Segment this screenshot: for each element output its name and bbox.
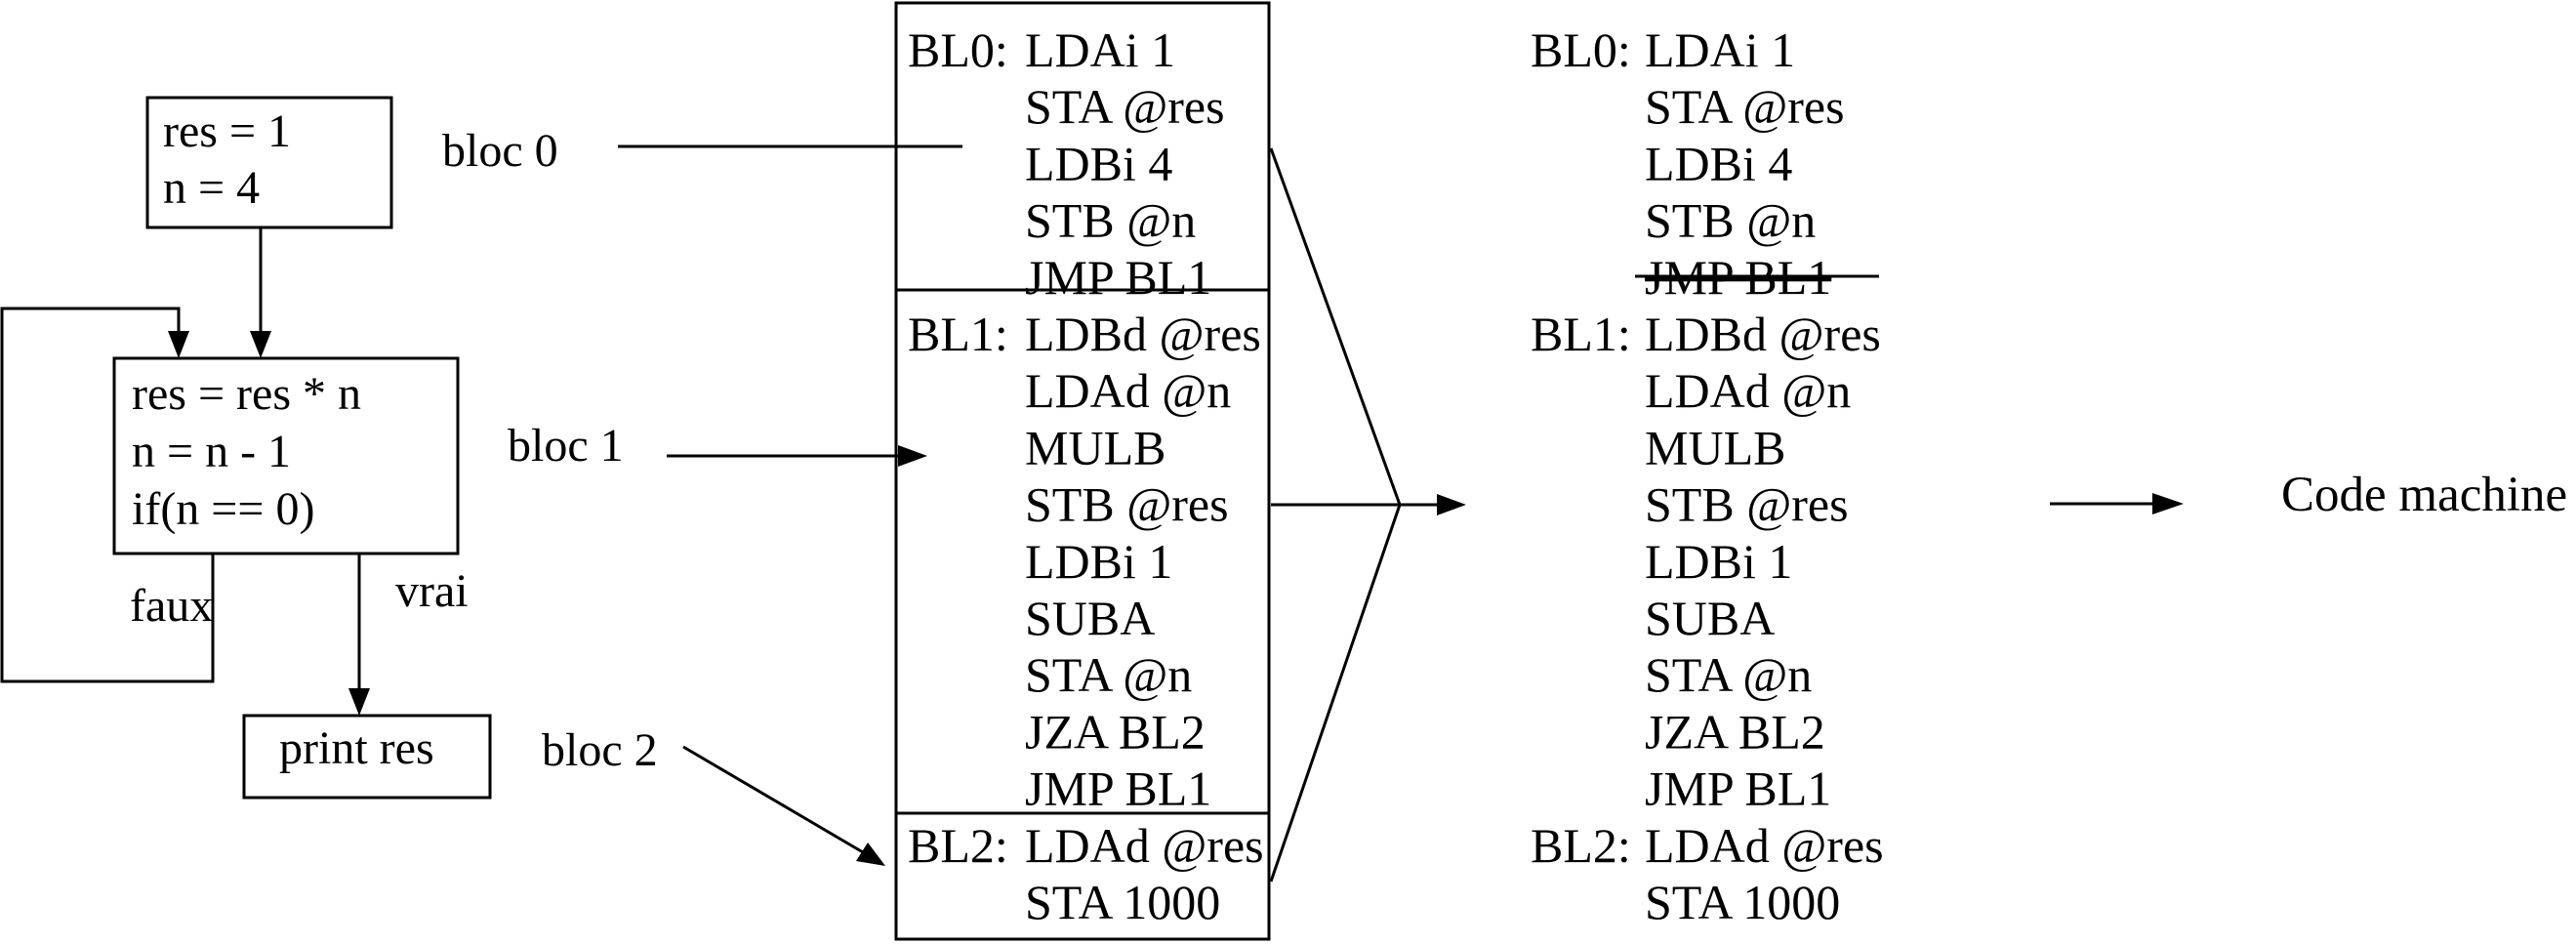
asm-instruction-15: STA 1000 [1025,875,1220,929]
merged-instruction-5: LDBd @res [1645,307,1881,361]
flowchart-loop-box [112,356,460,555]
merged-instruction-7: MULB [1645,420,1785,474]
asm-instruction-8: STB @res [1025,477,1229,532]
asm-instruction-1: STA @res [1025,79,1225,134]
loop-box-line-2: n = n - 1 [132,426,291,477]
flowchart-init-box [145,96,393,229]
asm-instruction-3: STB @n [1025,193,1196,248]
bloc2-arrowhead-icon [856,842,885,866]
true-branch-arrowhead-icon [348,688,370,716]
asm-label-0: BL0: [908,22,1008,77]
loop-box-line-3: if(n == 0) [132,483,314,535]
init-box-line-2: n = 4 [163,162,260,214]
init-to-loop-arrowhead-icon [250,331,271,358]
assembly-blocks-box [894,1,1271,941]
merged-instruction-11: STA @n [1645,647,1812,702]
print-box-label: print res [279,722,434,774]
merged-instruction-12: JZA BL2 [1645,704,1825,759]
false-branch-label: faux [130,580,213,632]
merged-instruction-1: STA @res [1645,79,1845,134]
asm-instruction-11: STA @n [1025,647,1192,702]
merged-instruction-15: STA 1000 [1645,875,1840,929]
asm-label-5: BL1: [908,307,1008,361]
asm-label-14: BL2: [908,818,1008,873]
asm-instruction-5: LDBd @res [1025,307,1261,361]
flowchart-print-box [242,714,492,800]
merged-label-14: BL2: [1531,818,1631,873]
asm-instruction-13: JMP BL1 [1025,761,1211,816]
asm-instruction-2: LDBi 4 [1025,136,1172,190]
merged-instruction-2: LDBi 4 [1645,136,1792,190]
merged-label-5: BL1: [1531,307,1631,361]
machine-code-arrowhead-icon [2152,493,2184,514]
merged-instruction-8: STB @res [1645,477,1849,532]
loop-back-arrowhead-icon [168,331,189,358]
loop-back-connector [0,307,215,683]
bloc0-label: bloc 0 [442,125,558,177]
merged-instruction-6: LDAd @n [1645,363,1851,418]
merged-instruction-13: JMP BL1 [1645,761,1831,816]
bloc2-label: bloc 2 [542,724,658,776]
asm-instruction-10: SUBA [1025,591,1155,645]
asm-instruction-14: LDAd @res [1025,818,1264,873]
merged-label-0: BL0: [1531,22,1631,77]
asm-instruction-7: MULB [1025,420,1165,474]
merged-instruction-14: LDAd @res [1645,818,1884,873]
bloc1-arrowhead-icon [898,445,927,467]
init-box-line-1: res = 1 [163,105,291,157]
asm-instruction-4: JMP BL1 [1025,250,1211,305]
funnel-top-line [1269,147,1402,506]
funnel-bottom-line [1269,504,1402,883]
asm-instruction-12: JZA BL2 [1025,704,1206,759]
bloc2-pointer-line [682,745,864,854]
loop-box-line-1: res = res * n [132,368,361,420]
merged-instruction-9: LDBi 1 [1645,534,1792,589]
merged-instruction-10: SUBA [1645,591,1775,645]
machine-code-label: Code machine [2281,468,2567,522]
asm-instruction-9: LDBi 1 [1025,534,1172,589]
bloc1-label: bloc 1 [508,420,624,472]
asm-instruction-6: LDAd @n [1025,363,1231,418]
merged-instruction-0: LDAi 1 [1645,22,1795,77]
asm-instruction-0: LDAi 1 [1025,22,1175,77]
funnel-arrowhead-icon [1437,494,1466,515]
true-branch-label: vrai [395,565,469,617]
merged-instruction-3: STB @n [1645,193,1816,248]
